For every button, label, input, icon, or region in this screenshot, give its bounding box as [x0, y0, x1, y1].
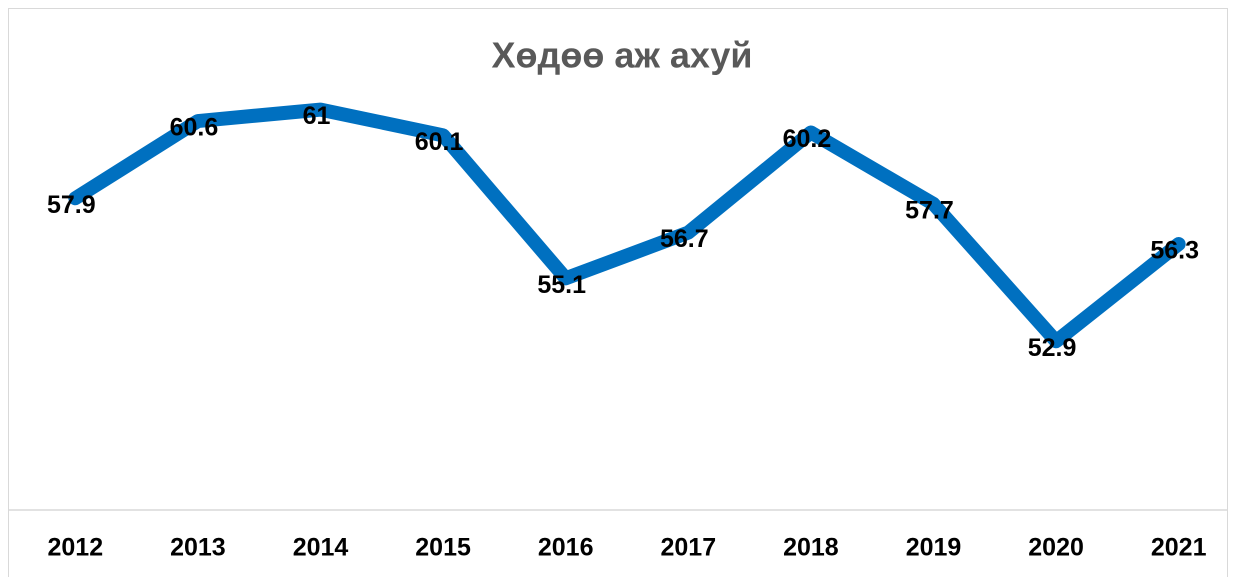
- x-tick-label: 2014: [293, 534, 349, 562]
- x-tick-label: 2018: [783, 534, 839, 562]
- data-label: 60.1: [415, 128, 464, 156]
- data-label: 55.1: [537, 271, 586, 299]
- data-label: 61: [303, 102, 331, 130]
- data-label: 60.6: [170, 114, 219, 142]
- x-tick-label: 2012: [47, 534, 103, 562]
- data-label: 57.9: [47, 191, 96, 219]
- x-tick-label: 2020: [1028, 534, 1084, 562]
- data-label: 56.3: [1150, 237, 1199, 265]
- data-label: 60.2: [783, 125, 832, 153]
- x-tick-label: 2019: [906, 534, 962, 562]
- chart-title: Хөдөө аж ахуй: [491, 35, 752, 76]
- x-tick-label: 2013: [170, 534, 226, 562]
- line: [68, 102, 1186, 349]
- chart-frame: [8, 8, 1228, 577]
- x-tick-label: 2016: [538, 534, 594, 562]
- x-tick-label: 2017: [660, 534, 716, 562]
- data-label: 56.7: [660, 225, 709, 253]
- x-tick-label: 2015: [415, 534, 471, 562]
- x-tick-label: 2021: [1151, 534, 1207, 562]
- data-label: 57.7: [905, 197, 954, 225]
- data-label: 52.9: [1028, 334, 1077, 362]
